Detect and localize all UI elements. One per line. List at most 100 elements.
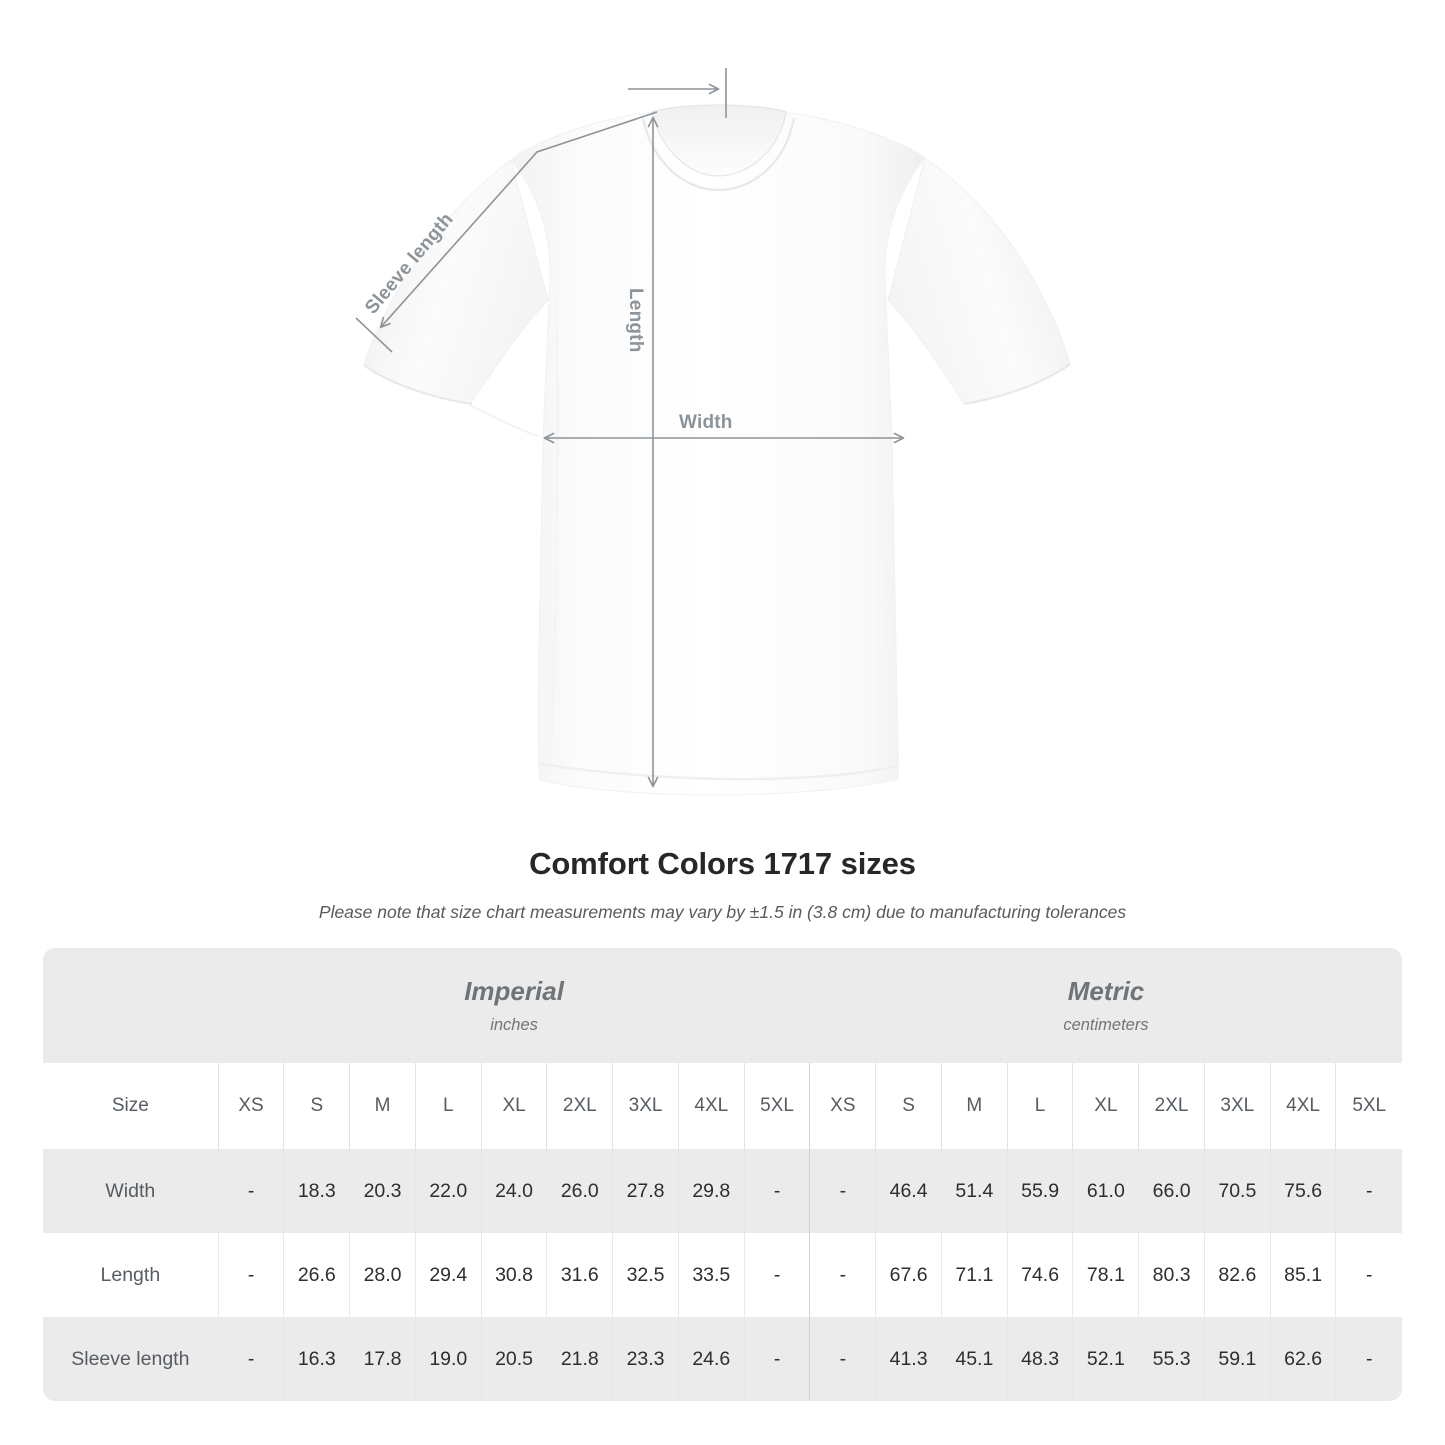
page-title: Comfort Colors 1717 sizes — [529, 846, 916, 881]
size-header-imperial-3xl: 3XL — [612, 1063, 679, 1149]
length-imperial-xl: 30.8 — [480, 1233, 547, 1317]
metric-unit-header: Metric centimeters — [809, 948, 1402, 1063]
width-metric-xl: 61.0 — [1072, 1149, 1139, 1233]
length-metric-3xl: 82.6 — [1203, 1233, 1271, 1317]
sleeve-metric-xl: 52.1 — [1072, 1317, 1139, 1401]
table-row: Length - 26.6 28.0 29.4 30.8 31.6 32.5 3… — [43, 1233, 1402, 1317]
size-header-imperial-xl: XL — [480, 1063, 547, 1149]
sleeve-imperial-2xl: 21.8 — [546, 1317, 613, 1401]
size-header-metric-l: L — [1006, 1063, 1073, 1149]
sleeve-imperial-m: 17.8 — [349, 1317, 416, 1401]
tolerance-note: Please note that size chart measurements… — [318, 901, 1127, 922]
sleeve-metric-5xl: - — [1335, 1317, 1402, 1401]
width-imperial-xs: - — [217, 1149, 284, 1233]
size-header-metric-3xl: 3XL — [1203, 1063, 1271, 1149]
sleeve-imperial-5xl: - — [743, 1317, 810, 1401]
length-imperial-l: 29.4 — [414, 1233, 482, 1317]
unit-system-row: Imperial inches Metric centimeters — [43, 948, 1402, 1063]
width-metric-l: 55.9 — [1006, 1149, 1073, 1233]
right-sleeve-hem — [963, 363, 1071, 406]
tshirt-size-diagram: Width Length Sleeve length — [355, 68, 1071, 796]
sleeve-length-tick — [355, 317, 393, 353]
sleeve-imperial-s: 16.3 — [283, 1317, 350, 1401]
sleeve-metric-2xl: 55.3 — [1138, 1317, 1205, 1401]
width-imperial-l: 22.0 — [414, 1149, 482, 1233]
right-sleeve — [887, 157, 1071, 405]
width-metric-5xl: - — [1335, 1149, 1402, 1233]
size-chart-table: Imperial inches Metric centimeters Size … — [43, 948, 1402, 1401]
width-imperial-xl: 24.0 — [480, 1149, 547, 1233]
imperial-unit-header: Imperial inches — [218, 948, 810, 1063]
length-imperial-xs: - — [217, 1233, 284, 1317]
row-label-length: Length — [43, 1233, 219, 1317]
length-imperial-m: 28.0 — [349, 1233, 416, 1317]
tshirt-illustration — [355, 68, 1071, 796]
sleeve-imperial-xs: - — [217, 1317, 284, 1401]
size-header-metric-2xl: 2XL — [1138, 1063, 1205, 1149]
size-header-imperial-l: L — [414, 1063, 482, 1149]
width-imperial-2xl: 26.0 — [546, 1149, 613, 1233]
sleeve-imperial-l: 19.0 — [414, 1317, 482, 1401]
sleeve-length-arrow — [379, 111, 658, 329]
size-header-imperial-5xl: 5XL — [743, 1063, 810, 1149]
size-header-metric-xl: XL — [1072, 1063, 1139, 1149]
width-metric-3xl: 70.5 — [1203, 1149, 1271, 1233]
width-metric-2xl: 66.0 — [1138, 1149, 1205, 1233]
width-metric-s: 46.4 — [875, 1149, 942, 1233]
size-header-imperial-2xl: 2XL — [546, 1063, 613, 1149]
row-label-width: Width — [43, 1149, 219, 1233]
length-metric-5xl: - — [1335, 1233, 1402, 1317]
left-sleeve-hem — [363, 364, 473, 406]
width-imperial-s: 18.3 — [283, 1149, 350, 1233]
width-measurement-label: Width — [679, 412, 733, 433]
width-metric-4xl: 75.6 — [1269, 1149, 1336, 1233]
sleeve-metric-s: 41.3 — [875, 1317, 942, 1401]
sleeve-metric-3xl: 59.1 — [1203, 1317, 1271, 1401]
sleeve-metric-xs: - — [809, 1317, 876, 1401]
size-row-label: Size — [43, 1063, 219, 1149]
sleeve-imperial-xl: 20.5 — [480, 1317, 547, 1401]
sleeve-metric-4xl: 62.6 — [1269, 1317, 1336, 1401]
measurement-arrows — [355, 68, 905, 788]
size-header-imperial-xs: XS — [217, 1063, 284, 1149]
chart-heading: Comfort Colors 1717 sizes Please note th… — [0, 845, 1445, 924]
size-header-imperial-s: S — [283, 1063, 350, 1149]
size-header-metric-s: S — [875, 1063, 942, 1149]
length-metric-xs: - — [809, 1233, 876, 1317]
hem-line — [539, 762, 898, 781]
collar — [651, 104, 787, 177]
length-metric-xl: 78.1 — [1072, 1233, 1139, 1317]
unit-spacer-cell — [43, 948, 219, 1063]
length-metric-m: 71.1 — [940, 1233, 1008, 1317]
sleeve-metric-l: 48.3 — [1006, 1317, 1073, 1401]
metric-unit-label: centimeters — [1063, 1016, 1149, 1035]
width-imperial-m: 20.3 — [349, 1149, 416, 1233]
length-measurement-label: Length — [625, 288, 646, 353]
size-header-row: Size XS S M L XL 2XL 3XL 4XL 5XL XS S M … — [43, 1063, 1402, 1149]
size-chart-container: Imperial inches Metric centimeters Size … — [43, 948, 1402, 1401]
width-imperial-3xl: 27.8 — [612, 1149, 679, 1233]
imperial-unit-label: inches — [490, 1016, 538, 1035]
size-header-imperial-m: M — [349, 1063, 416, 1149]
length-imperial-5xl: - — [743, 1233, 810, 1317]
table-row: Sleeve length - 16.3 17.8 19.0 20.5 21.8… — [43, 1317, 1402, 1401]
metric-system-label: Metric — [1067, 975, 1145, 1006]
size-header-metric-xs: XS — [809, 1063, 876, 1149]
size-header-metric-5xl: 5XL — [1335, 1063, 1402, 1149]
width-imperial-5xl: - — [743, 1149, 810, 1233]
imperial-system-label: Imperial — [464, 975, 564, 1006]
tshirt-shape — [363, 104, 1071, 796]
sleeve-imperial-4xl: 24.6 — [677, 1317, 745, 1401]
size-header-imperial-4xl: 4XL — [677, 1063, 745, 1149]
length-imperial-2xl: 31.6 — [546, 1233, 613, 1317]
length-metric-2xl: 80.3 — [1138, 1233, 1205, 1317]
size-header-metric-4xl: 4XL — [1269, 1063, 1336, 1149]
width-metric-xs: - — [809, 1149, 876, 1233]
length-imperial-4xl: 33.5 — [677, 1233, 745, 1317]
length-imperial-s: 26.6 — [283, 1233, 350, 1317]
table-row: Width - 18.3 20.3 22.0 24.0 26.0 27.8 29… — [43, 1149, 1402, 1233]
width-metric-m: 51.4 — [940, 1149, 1008, 1233]
shirt-body — [510, 110, 926, 796]
width-imperial-4xl: 29.8 — [677, 1149, 745, 1233]
length-metric-l: 74.6 — [1006, 1233, 1073, 1317]
